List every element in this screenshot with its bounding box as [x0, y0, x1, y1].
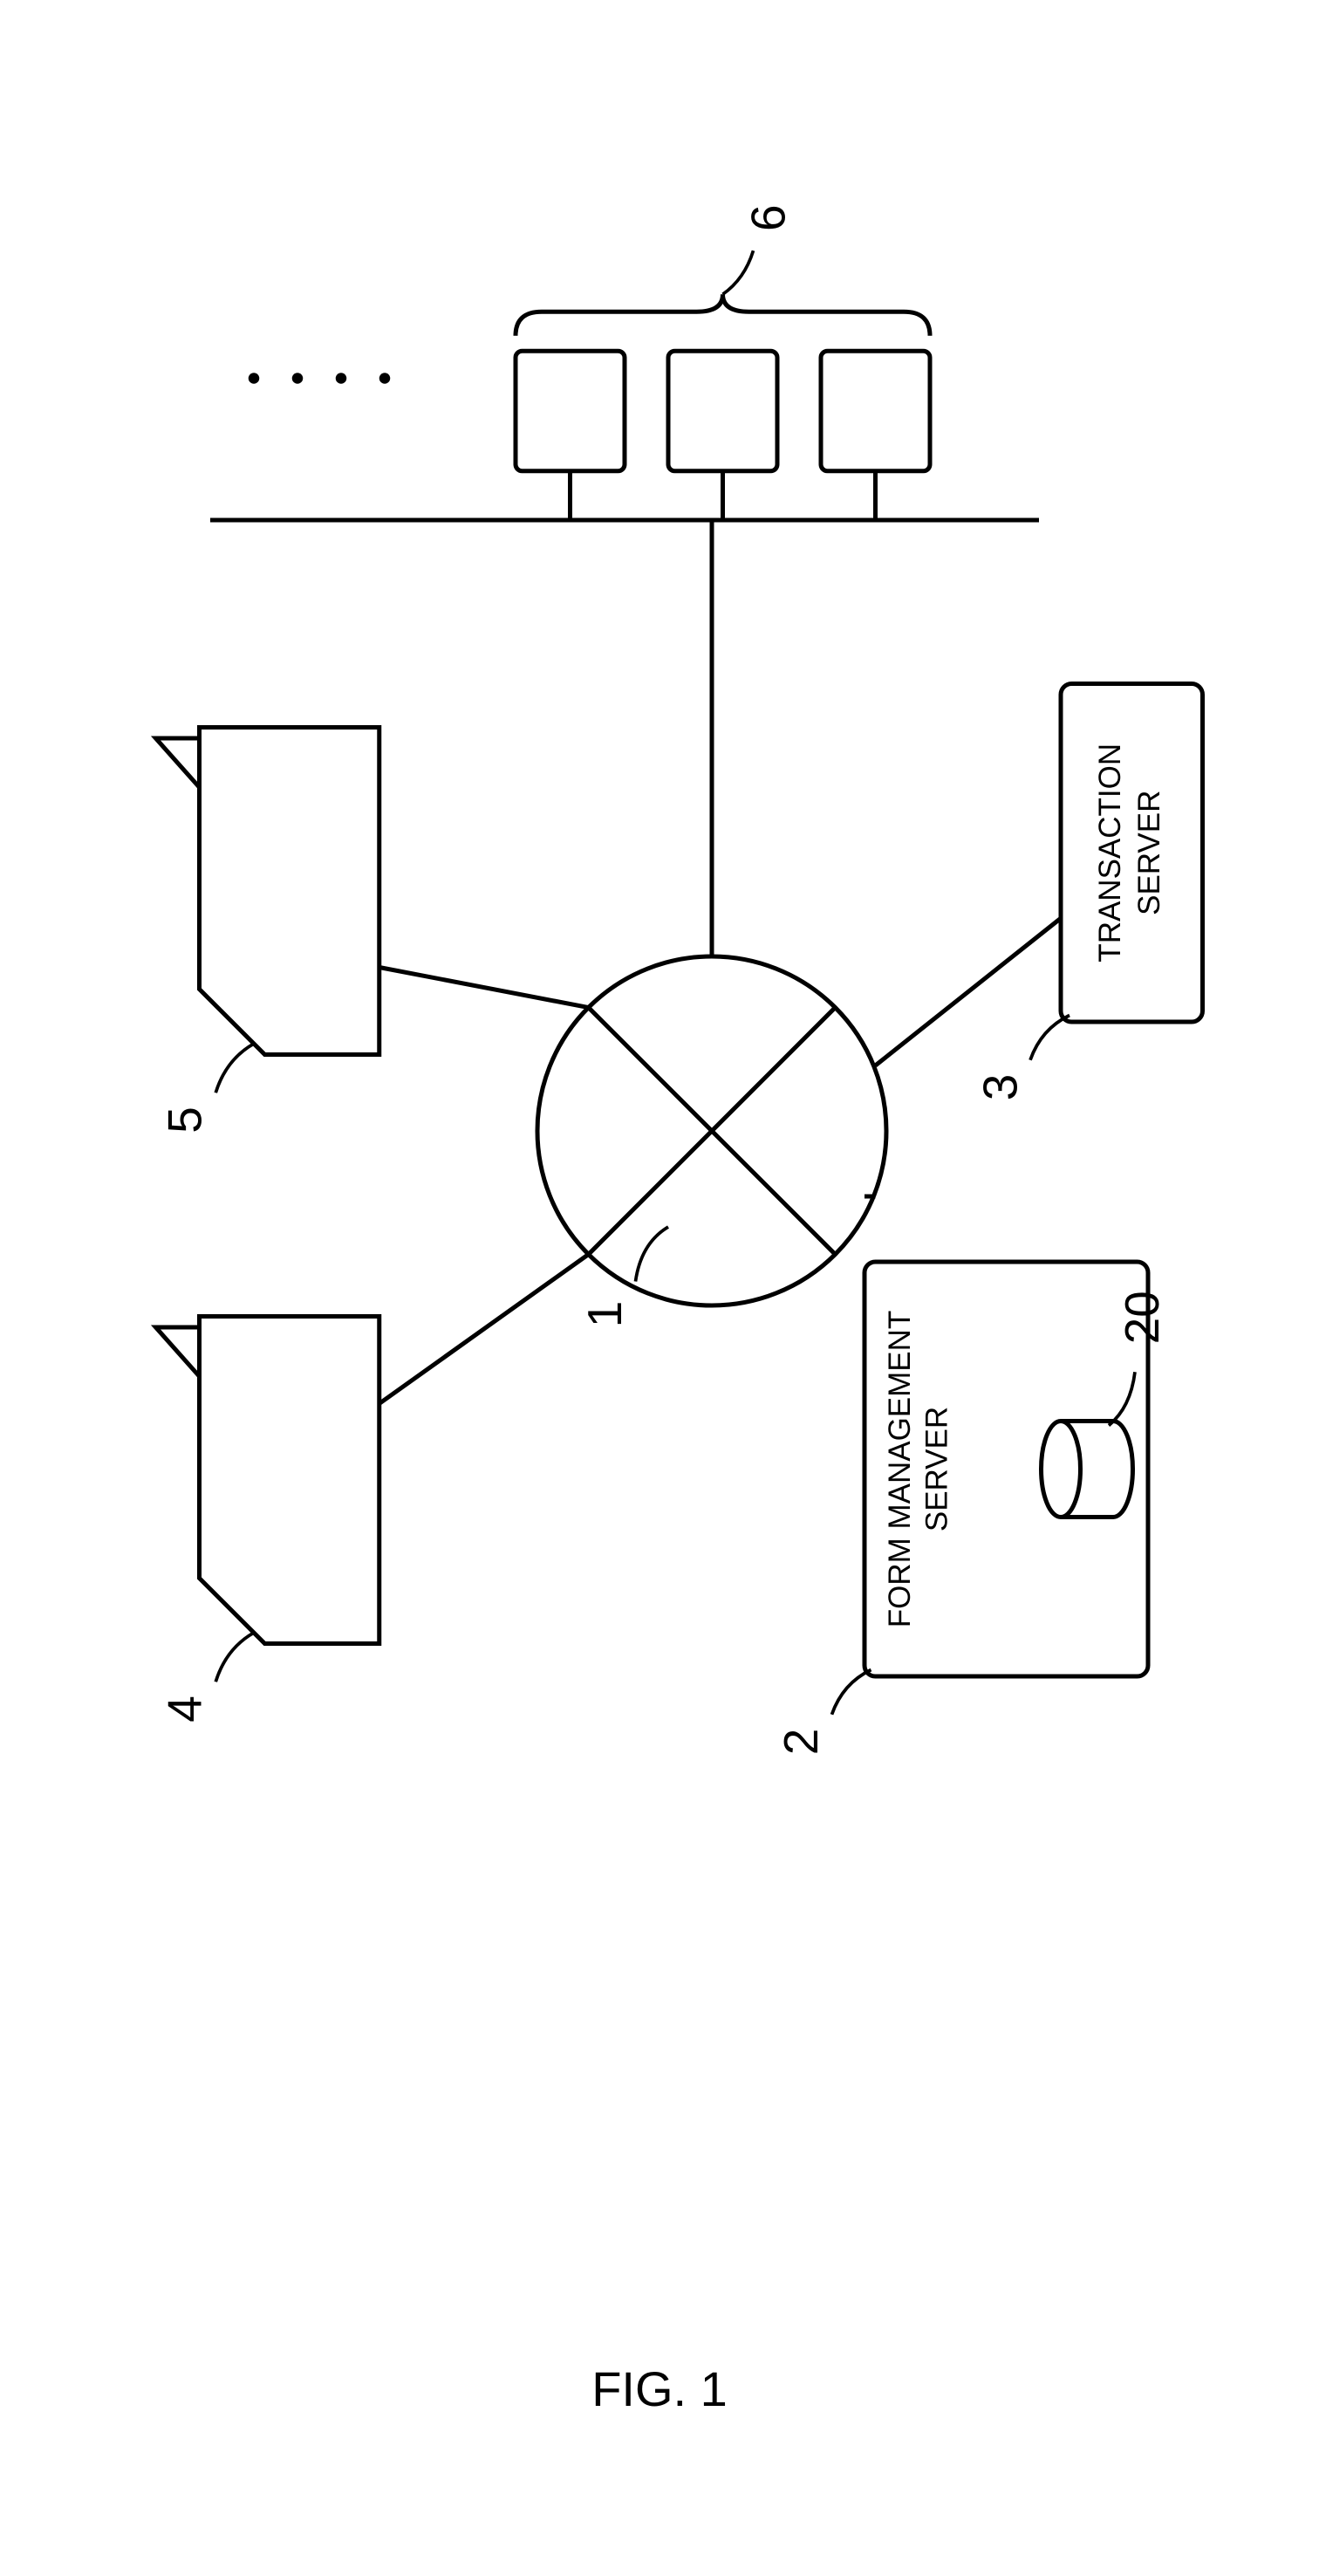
brace-icon — [516, 294, 930, 336]
svg-text:6: 6 — [741, 204, 795, 231]
svg-text:SERVER: SERVER — [919, 1407, 953, 1531]
terminal-b — [200, 728, 379, 1055]
svg-text:2: 2 — [774, 1729, 828, 1756]
ellipsis-dot — [249, 373, 260, 384]
database-icon — [1042, 1422, 1081, 1518]
client-device — [821, 351, 930, 471]
ellipsis-dot — [379, 373, 391, 384]
svg-text:5: 5 — [158, 1106, 212, 1134]
svg-text:FORM MANAGEMENT: FORM MANAGEMENT — [883, 1311, 917, 1628]
ellipsis-dot — [336, 373, 347, 384]
ellipsis-dot — [292, 373, 304, 384]
terminal-a — [200, 1317, 379, 1644]
figure-label: FIG. 1 — [591, 2361, 728, 2416]
client-device — [668, 351, 777, 471]
svg-text:4: 4 — [158, 1696, 212, 1723]
svg-text:20: 20 — [1115, 1291, 1169, 1344]
svg-text:SERVER: SERVER — [1132, 791, 1166, 915]
svg-text:TRANSACTION: TRANSACTION — [1093, 743, 1127, 963]
svg-text:1: 1 — [577, 1301, 632, 1328]
client-device — [516, 351, 625, 471]
svg-text:3: 3 — [974, 1074, 1028, 1101]
